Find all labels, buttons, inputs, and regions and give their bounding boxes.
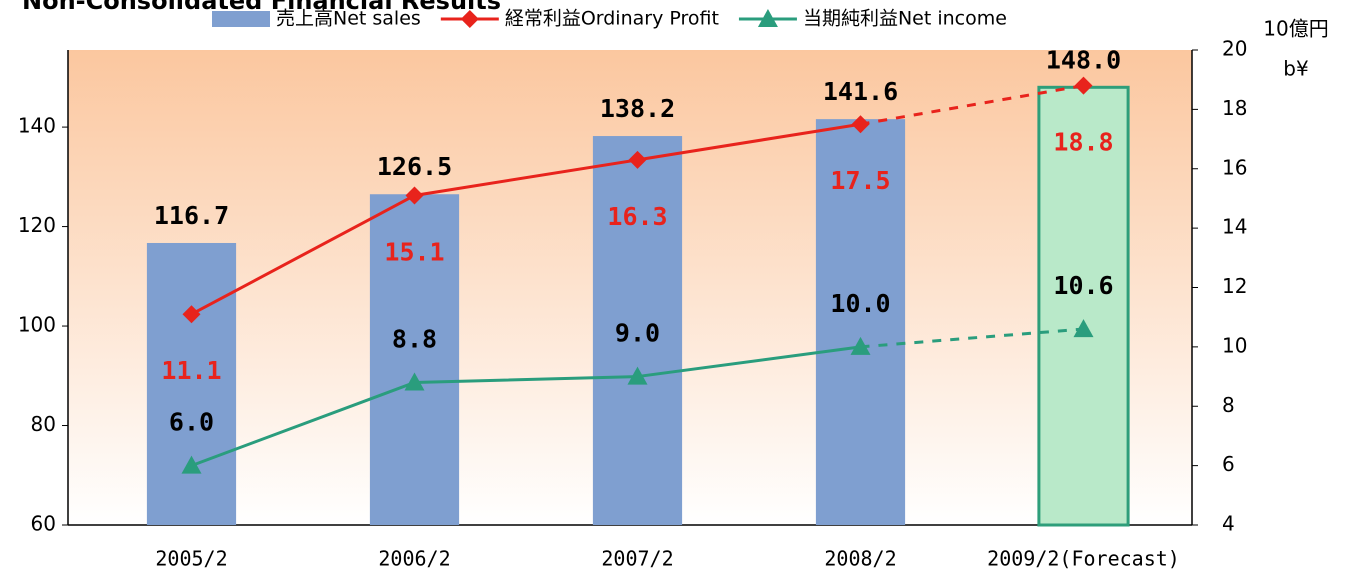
x-tick-label: 2006/2 <box>378 547 450 571</box>
value-label: 15.1 <box>384 237 444 266</box>
marker <box>181 455 202 474</box>
value-label: 8.8 <box>392 325 437 354</box>
y2-tick-label: 12 <box>1222 274 1247 298</box>
y2-unit: b¥ <box>1283 57 1308 81</box>
marker <box>404 372 425 391</box>
value-label: 9.0 <box>615 319 660 348</box>
legend-marker <box>757 9 778 27</box>
value-label: 138.2 <box>600 94 675 123</box>
value-label: 116.7 <box>154 201 229 230</box>
value-label: 11.1 <box>161 356 221 385</box>
marker <box>628 150 647 169</box>
y-tick-label: 120 <box>18 213 56 237</box>
y-tick-label: 80 <box>31 412 56 436</box>
bar <box>1037 85 1130 527</box>
value-label: 10.0 <box>830 289 890 318</box>
marker <box>850 336 871 355</box>
legend-marker <box>460 10 479 28</box>
bar <box>815 119 906 526</box>
y2-tick-label: 16 <box>1222 155 1247 179</box>
x-tick-label: 2007/2 <box>601 547 673 571</box>
y-tick-label: 60 <box>31 512 56 536</box>
y-tick-label: 140 <box>18 114 56 138</box>
legend-swatch <box>212 11 270 27</box>
forecast-line <box>860 84 1084 126</box>
value-label: 10.6 <box>1053 271 1113 300</box>
marker <box>1074 76 1093 95</box>
x-tick-label: 2005/2 <box>155 547 227 571</box>
value-label: 126.5 <box>377 152 452 181</box>
bar <box>369 194 460 525</box>
value-label: 141.6 <box>823 77 898 106</box>
marker <box>1073 319 1094 338</box>
line <box>190 345 861 468</box>
y2-unit: 10億円 <box>1263 17 1328 41</box>
marker <box>627 366 648 385</box>
marker <box>851 115 870 134</box>
legend-label: 当期純利益Net income <box>803 8 1007 30</box>
value-label: 148.0 <box>1046 45 1121 74</box>
y2-tick-label: 6 <box>1222 452 1235 476</box>
value-label: 16.3 <box>607 202 667 231</box>
x-tick-label: 2009/2(Forecast) <box>987 547 1180 571</box>
bar <box>146 242 237 525</box>
line <box>190 122 861 316</box>
y-tick-label: 100 <box>18 313 56 337</box>
y2-tick-label: 8 <box>1222 393 1235 417</box>
forecast-line <box>860 327 1084 349</box>
y2-tick-label: 10 <box>1222 333 1247 357</box>
x-tick-label: 2008/2 <box>824 547 896 571</box>
bar <box>592 136 683 525</box>
y2-tick-label: 18 <box>1222 96 1247 120</box>
marker <box>405 186 424 205</box>
value-label: 6.0 <box>169 408 214 437</box>
marker <box>182 305 201 324</box>
legend-label: 経常利益Ordinary Profit <box>505 8 719 30</box>
y2-tick-label: 14 <box>1222 215 1247 239</box>
legend-label: 売上高Net sales <box>276 8 421 30</box>
value-label: 18.8 <box>1053 128 1113 157</box>
y2-tick-label: 20 <box>1222 37 1247 61</box>
chart-title: Non-Consolidated Financial Results <box>22 0 501 15</box>
y2-tick-label: 4 <box>1222 512 1235 536</box>
value-label: 17.5 <box>830 166 890 195</box>
